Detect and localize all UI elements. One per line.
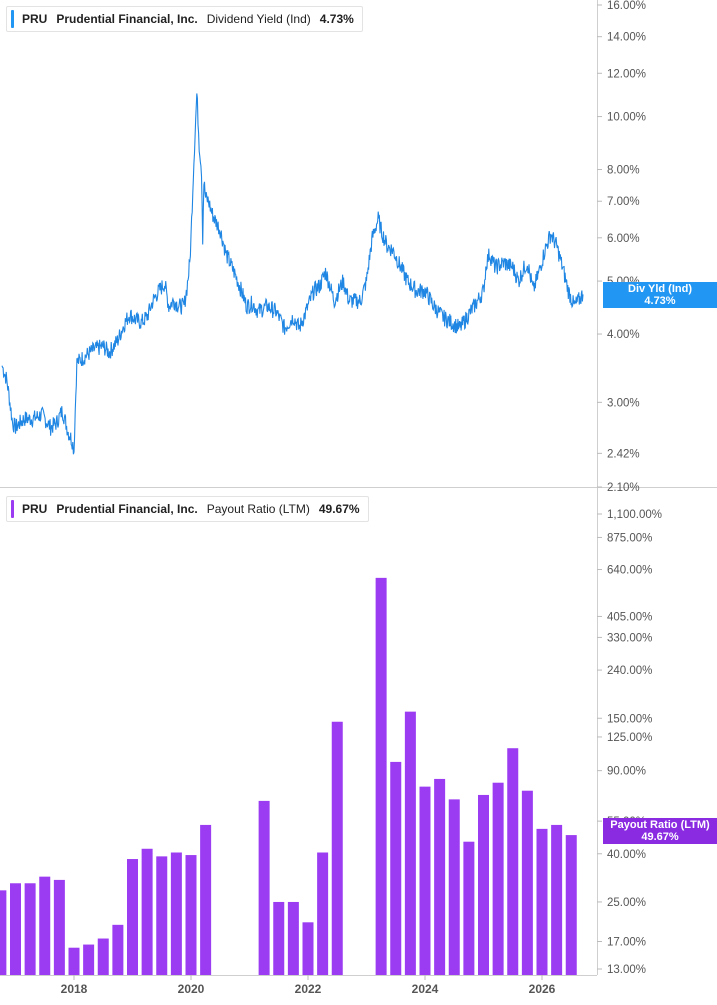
y-tick-label: 875.00% bbox=[607, 532, 652, 544]
payout-bar bbox=[492, 782, 504, 975]
legend-company: Prudential Financial, Inc. bbox=[56, 12, 198, 26]
payout-bar bbox=[68, 947, 80, 975]
payout-bar bbox=[521, 790, 533, 975]
payout-bar bbox=[97, 938, 109, 975]
payout-bar bbox=[127, 859, 138, 975]
y-tick-label: 405.00% bbox=[607, 611, 652, 623]
payout-bar bbox=[83, 944, 95, 975]
payout-bar bbox=[287, 901, 299, 975]
y-tick-label: 90.00% bbox=[607, 766, 646, 778]
payout-bar bbox=[200, 824, 212, 975]
y-tick-label: 10.00% bbox=[607, 112, 646, 124]
x-tick-label: 2020 bbox=[178, 982, 205, 996]
x-tick-label: 2024 bbox=[412, 982, 439, 996]
payout-bar bbox=[463, 841, 475, 975]
legend-company: Prudential Financial, Inc. bbox=[56, 502, 198, 516]
payout-bar bbox=[24, 883, 36, 975]
payout-bar bbox=[302, 922, 314, 975]
payout-bar bbox=[551, 824, 563, 975]
payout-bar bbox=[331, 721, 343, 975]
flag-label: Payout Ratio (LTM) bbox=[610, 819, 710, 831]
yield-gridlines bbox=[0, 5, 597, 487]
payout-bar bbox=[170, 852, 182, 975]
y-tick-label: 4.00% bbox=[607, 329, 640, 341]
y-tick-label: 6.00% bbox=[607, 233, 640, 245]
y-tick-label: 7.00% bbox=[607, 196, 640, 208]
x-ticks: 2018 2020 2022 2024 2026 bbox=[61, 975, 556, 996]
legend-dividend-yield: PRU Prudential Financial, Inc. Dividend … bbox=[6, 6, 363, 32]
payout-bar bbox=[112, 924, 124, 975]
y-tick-label: 2.42% bbox=[607, 448, 640, 460]
payout-bar bbox=[156, 856, 168, 975]
payout-bar bbox=[39, 876, 51, 975]
payout-bar bbox=[565, 835, 577, 975]
payout-bar bbox=[0, 890, 7, 975]
yield-y-ticks: 16.00%14.00%12.00%10.00%8.00%7.00%6.00%5… bbox=[597, 0, 646, 494]
legend-metric: Dividend Yield (Ind) bbox=[206, 12, 311, 26]
payout-bar bbox=[141, 848, 153, 975]
legend-payout-ratio: PRU Prudential Financial, Inc. Payout Ra… bbox=[6, 496, 369, 522]
legend-value: 49.67% bbox=[318, 502, 360, 516]
flag-value: 49.67% bbox=[641, 831, 679, 843]
payout-bars bbox=[0, 577, 577, 975]
y-tick-label: 2.10% bbox=[607, 482, 640, 494]
payout-bar bbox=[375, 577, 387, 975]
legend-ticker: PRU bbox=[22, 12, 48, 26]
y-tick-label: 330.00% bbox=[607, 632, 652, 644]
x-tick-label: 2026 bbox=[529, 982, 556, 996]
payout-bar bbox=[273, 901, 285, 975]
y-tick-label: 25.00% bbox=[607, 897, 646, 909]
y-tick-label: 3.00% bbox=[607, 397, 640, 409]
x-tick-label: 2018 bbox=[61, 982, 88, 996]
y-tick-label: 12.00% bbox=[607, 68, 646, 80]
y-tick-label: 14.00% bbox=[607, 32, 646, 44]
payout-bar bbox=[390, 761, 402, 975]
payout-bar bbox=[53, 879, 65, 975]
payout-bar bbox=[536, 828, 548, 975]
y-tick-label: 17.00% bbox=[607, 936, 646, 948]
legend-color-swatch bbox=[11, 10, 14, 28]
payout-bar bbox=[404, 711, 416, 975]
x-tick-label: 2022 bbox=[295, 982, 322, 996]
payout-bar bbox=[317, 852, 329, 975]
payout-bar bbox=[419, 786, 431, 975]
y-tick-label: 8.00% bbox=[607, 165, 640, 177]
legend-value: 4.73% bbox=[319, 12, 354, 26]
payout-y-ticks: 1,100.00% 875.00% 640.00% 405.00% 330.00% 240… bbox=[597, 509, 662, 976]
payout-value-flag: Payout Ratio (LTM) 49.67% bbox=[603, 818, 717, 844]
payout-bar bbox=[507, 748, 519, 975]
payout-bar bbox=[185, 855, 197, 975]
y-tick-label: 16.00% bbox=[607, 0, 646, 12]
payout-bar bbox=[448, 799, 460, 975]
y-tick-label: 40.00% bbox=[607, 849, 646, 861]
yield-series-line bbox=[1, 93, 584, 455]
legend-ticker: PRU bbox=[22, 502, 48, 516]
flag-value: 4.73% bbox=[644, 295, 676, 307]
y-tick-label: 13.00% bbox=[607, 964, 646, 976]
legend-color-swatch bbox=[11, 500, 14, 518]
payout-bar bbox=[258, 800, 270, 975]
payout-bar bbox=[478, 794, 489, 975]
payout-bar bbox=[10, 883, 21, 975]
y-tick-label: 1,100.00% bbox=[607, 509, 662, 521]
y-tick-label: 640.00% bbox=[607, 565, 652, 577]
y-tick-label: 125.00% bbox=[607, 732, 652, 744]
yield-value-flag: Div Yld (Ind) 4.73% bbox=[603, 282, 717, 308]
y-tick-label: 150.00% bbox=[607, 713, 652, 725]
flag-label: Div Yld (Ind) bbox=[628, 283, 692, 295]
y-tick-label: 240.00% bbox=[607, 665, 652, 677]
payout-bar bbox=[434, 778, 446, 975]
legend-metric: Payout Ratio (LTM) bbox=[206, 502, 310, 516]
